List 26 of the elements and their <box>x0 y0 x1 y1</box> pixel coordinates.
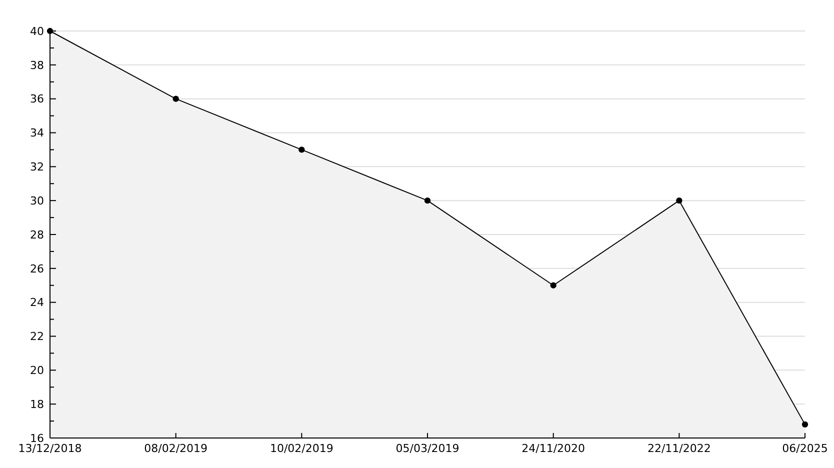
y-tick-label: 28 <box>30 228 44 242</box>
x-tick-label: 06/2025 <box>782 442 828 455</box>
y-tick-label: 40 <box>30 24 44 38</box>
point <box>802 421 808 428</box>
y-tick-label: 38 <box>30 58 44 72</box>
y-tick-label: 32 <box>30 160 44 174</box>
y-tick-label: 36 <box>30 92 44 106</box>
x-tick-label: 05/03/2019 <box>396 442 460 455</box>
y-tick-label: 26 <box>30 262 44 276</box>
x-tick-label: 08/02/2019 <box>144 442 208 455</box>
point <box>550 282 556 288</box>
point <box>298 146 305 153</box>
x-tick-label: 13/12/2018 <box>18 442 82 455</box>
y-tick-label: 18 <box>30 398 44 411</box>
y-tick-label: 34 <box>30 126 44 140</box>
y-tick-label: 30 <box>30 194 44 208</box>
y-tick-label: 16 <box>30 432 44 445</box>
x-tick-label: 24/11/2020 <box>522 442 586 455</box>
point <box>172 96 179 102</box>
point <box>676 198 682 204</box>
y-tick-label: 22 <box>30 330 44 344</box>
y-tick-label: 24 <box>30 296 44 310</box>
x-tick-label: 22/11/2022 <box>647 442 711 455</box>
y-tick-label: 20 <box>30 364 44 378</box>
point <box>424 198 431 204</box>
x-tick-label: 10/02/2019 <box>270 442 334 455</box>
